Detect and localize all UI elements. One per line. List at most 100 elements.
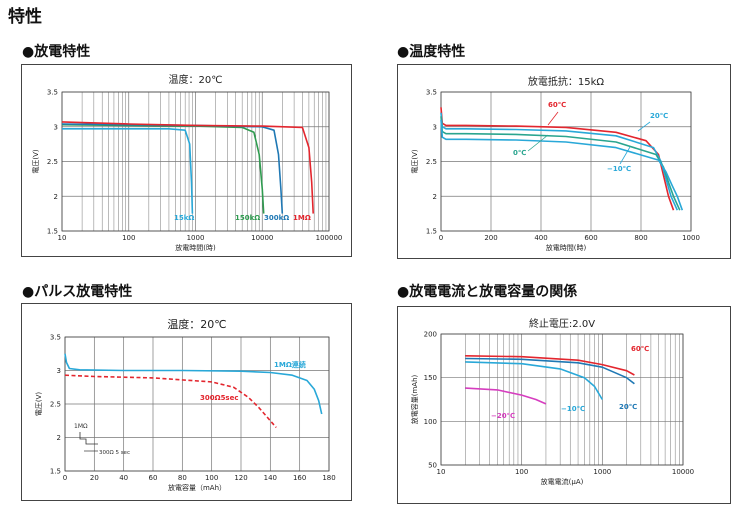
x-axis-label: 放電電流(μA): [541, 477, 584, 486]
series-label: 20℃: [650, 112, 668, 120]
section-title-current-capacity: ●放電電流と放電容量の関係: [397, 284, 578, 300]
x-tick-label: 40: [119, 474, 128, 482]
annotation-leader: [637, 121, 651, 132]
y-tick-label: 2.5: [426, 158, 437, 166]
chart-pulse-discharge: 温度：20℃ 0 20 40 60 80 100 120 140 160 180 1.5 2 2.5 3 3.…: [21, 303, 352, 501]
series-label: 300kΩ: [264, 214, 289, 222]
x-tick-label: 10: [437, 468, 446, 476]
x-tick-label: 120: [234, 474, 247, 482]
plot-border: [440, 333, 684, 466]
chart-current-vs-capacity: 終止電圧:2.0V 10 100 1000 10000 50 100 150 200 放電電流(μ…: [397, 306, 731, 504]
inset-pulse-line: [79, 432, 98, 445]
plot-border: [440, 91, 692, 232]
x-tick-label: 20: [90, 474, 99, 482]
x-axis-label: 放電容量（mAh）: [168, 483, 226, 492]
y-axis-label: 電圧(V): [32, 149, 40, 174]
series-line-1: [61, 123, 265, 214]
y-tick-label: 3: [433, 123, 437, 131]
x-tick-label: 180: [322, 474, 335, 482]
chart-svg-2: 温度：20℃ 0 20 40 60 80 100 120 140 160 180 1.5 2 2.5 3 3.…: [35, 317, 336, 492]
plot-border: [61, 91, 330, 232]
plot-border: [64, 336, 330, 472]
chart-title: 温度：20℃: [167, 317, 226, 331]
y-tick-label: 200: [424, 331, 437, 339]
chart-title: 放電抵抗：15kΩ: [528, 75, 605, 88]
series-label: 60℃: [548, 101, 566, 109]
series-line-0: [62, 127, 194, 214]
x-tick-label: 0: [439, 234, 443, 242]
y-tick-label: 3.5: [47, 89, 58, 97]
chart-temperature-characteristics: 放電抵抗：15kΩ 0 200 400 600 800 1000 1.5 2 2.5 3 3.5 放電時…: [397, 64, 731, 259]
y-tick-label: 3.5: [426, 89, 437, 97]
grid-lines: [440, 333, 684, 466]
series-line-2: [61, 123, 284, 214]
series-label: −20℃: [491, 412, 515, 420]
series-line-0: [64, 353, 323, 415]
series-label: 20℃: [619, 403, 637, 411]
section-title-pulse: ●パルス放電特性: [22, 284, 133, 300]
y-axis-label: 放電容量(mAh): [410, 374, 419, 424]
x-tick-label: 100: [515, 468, 528, 476]
inset-label: 300Ω 5 sec: [99, 450, 130, 456]
y-tick-label: 1.5: [47, 228, 58, 236]
x-tick-label: 10000: [251, 234, 273, 242]
y-tick-label: 2: [433, 193, 437, 201]
chart-title: 終止電圧:2.0V: [529, 317, 595, 330]
x-axis-label: 放電時間(時): [546, 243, 587, 252]
chart-discharge-characteristics: 温度：20℃ 10 100 1000 10000 100000 1.5 2 2.5 3 3.5 放電時…: [21, 64, 352, 257]
series-line-2: [465, 361, 603, 400]
series-line-1: [440, 112, 679, 211]
pulse-inset: 1MΩ 300Ω 5 sec: [74, 423, 130, 456]
series-line-2: [440, 116, 681, 211]
x-tick-label: 200: [484, 234, 497, 242]
x-tick-label: 80: [178, 474, 187, 482]
y-tick-label: 150: [424, 374, 437, 382]
y-tick-label: 50: [428, 462, 437, 470]
y-axis-label: 電圧(V): [411, 149, 419, 174]
series-line-0: [440, 107, 675, 211]
x-tick-label: 800: [634, 234, 647, 242]
x-axis-label: 放電時間(時): [175, 243, 216, 252]
series-line-3: [465, 387, 547, 405]
x-tick-label: 160: [293, 474, 306, 482]
y-tick-label: 3: [54, 123, 58, 131]
annotation-leader: [527, 134, 549, 152]
series-line-1: [64, 374, 277, 429]
y-tick-label: 2: [54, 193, 58, 201]
series-line-0: [465, 355, 635, 376]
section-title-temperature: ●温度特性: [397, 44, 466, 60]
section-title-discharge: ●放電特性: [22, 44, 91, 60]
y-axis-label: 電圧(V): [35, 392, 43, 417]
x-tick-label: 10000: [672, 468, 694, 476]
x-tick-label: 100: [122, 234, 135, 242]
y-tick-label: 1.5: [50, 468, 61, 476]
series-line-3: [440, 119, 684, 211]
y-tick-label: 3: [57, 367, 61, 375]
chart-svg-0: 温度：20℃ 10 100 1000 10000 100000 1.5 2 2.5 3 3.5 放電時…: [32, 73, 343, 252]
x-tick-label: 1000: [187, 234, 205, 242]
series-label: 0℃: [513, 149, 526, 157]
series-label: 60℃: [631, 345, 649, 353]
y-tick-label: 2: [57, 434, 61, 442]
x-tick-label: 60: [149, 474, 158, 482]
series-label: 150kΩ: [235, 214, 260, 222]
x-tick-label: 0: [63, 474, 67, 482]
x-tick-label: 600: [584, 234, 597, 242]
chart-svg-3: 終止電圧:2.0V 10 100 1000 10000 50 100 150 200 放電電流(μ…: [410, 317, 694, 486]
page-title: 特性: [8, 7, 42, 27]
annotation-leader: [547, 111, 559, 126]
grid-lines: [61, 91, 330, 232]
series-line-3: [61, 121, 314, 214]
series-line-1: [465, 357, 635, 385]
series-label: 300Ω5sec: [200, 394, 239, 402]
series-label: −10℃: [607, 165, 631, 173]
y-tick-label: 2.5: [47, 158, 58, 166]
x-tick-label: 100000: [316, 234, 343, 242]
x-tick-label: 1000: [682, 234, 700, 242]
series-label: −10℃: [561, 405, 585, 413]
inset-label: 1MΩ: [74, 423, 88, 430]
y-tick-label: 2.5: [50, 401, 61, 409]
y-tick-label: 100: [424, 418, 437, 426]
y-tick-label: 3.5: [50, 334, 61, 342]
x-tick-label: 100: [205, 474, 218, 482]
